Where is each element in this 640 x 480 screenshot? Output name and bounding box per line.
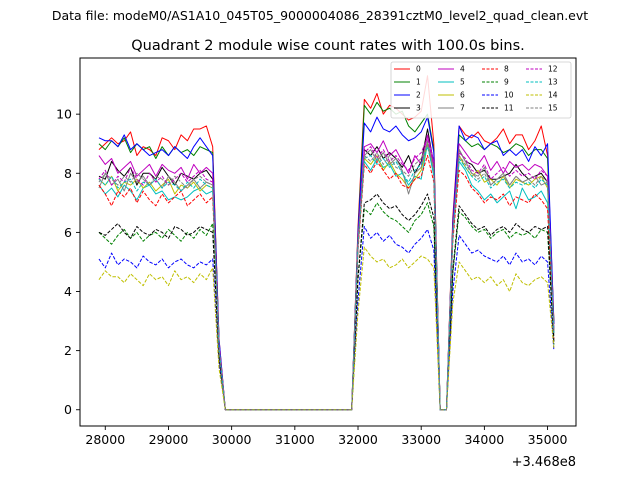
y-tick-label: 4 — [64, 284, 72, 299]
y-tick-label: 0 — [64, 402, 72, 417]
series-line-14 — [98, 246, 555, 411]
x-tick-label: 34000 — [464, 432, 504, 447]
legend-label-1: 1 — [416, 78, 421, 87]
legend-label-11: 11 — [504, 104, 514, 113]
x-tick-label: 35000 — [528, 432, 568, 447]
legend-label-4: 4 — [460, 65, 465, 74]
series-group — [98, 75, 555, 411]
legend-label-14: 14 — [548, 91, 558, 100]
x-axis: 28000 29000 30000 31000 32000 33000 34000 35000 — [85, 426, 567, 447]
x-tick-label: 30000 — [212, 432, 252, 447]
series-line-15 — [98, 143, 555, 411]
plot-area: 28000 29000 30000 31000 32000 33000 34000 35000… — [56, 57, 577, 470]
legend-label-10: 10 — [504, 91, 514, 100]
axes-background — [80, 58, 576, 426]
legend-label-8: 8 — [504, 65, 509, 74]
legend-label-5: 5 — [460, 78, 465, 87]
y-tick-label: 6 — [64, 225, 72, 240]
legend-label-13: 13 — [548, 78, 558, 87]
legend-label-2: 2 — [416, 91, 421, 100]
legend-label-3: 3 — [416, 104, 421, 113]
chart-title: Quadrant 2 module wise count rates with … — [131, 38, 525, 54]
x-offset-label: +3.468e8 — [512, 455, 576, 470]
legend-label-12: 12 — [548, 65, 558, 74]
legend-label-7: 7 — [460, 104, 465, 113]
legend-label-0: 0 — [416, 65, 421, 74]
figure-suptitle: Data file: modeM0/AS1A10_045T05_90000040… — [52, 8, 588, 23]
x-tick-label: 29000 — [149, 432, 189, 447]
x-tick-label: 31000 — [275, 432, 315, 447]
y-tick-label: 8 — [64, 166, 72, 181]
legend-label-15: 15 — [548, 104, 558, 113]
x-tick-label: 32000 — [338, 432, 378, 447]
x-tick-label: 33000 — [401, 432, 441, 447]
x-tick-label: 28000 — [85, 432, 125, 447]
y-axis: 0 2 4 6 8 10 — [56, 107, 80, 417]
legend-label-9: 9 — [504, 78, 509, 87]
legend-label-6: 6 — [460, 91, 465, 100]
legend-frame — [390, 61, 572, 119]
y-tick-label: 2 — [64, 343, 72, 358]
y-tick-label: 10 — [56, 107, 72, 122]
axes-frame — [79, 57, 577, 427]
